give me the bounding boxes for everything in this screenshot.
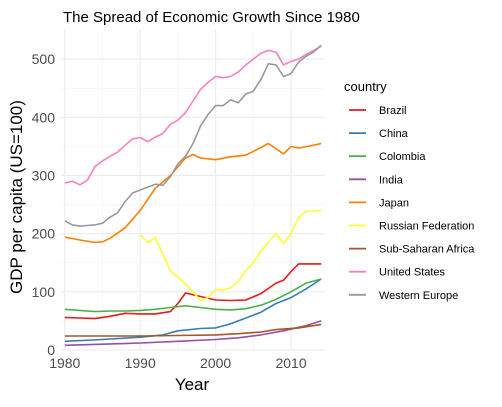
legend-label: Russian Federation (379, 221, 474, 233)
series-lines (64, 44, 322, 347)
y-tick-label: 500 (32, 51, 56, 67)
series-line (64, 323, 322, 337)
x-tick-label: 1980 (49, 355, 80, 371)
series-line (64, 142, 322, 244)
legend-label: India (379, 174, 404, 186)
y-axis: 0 100 200 300 400 500 (32, 51, 56, 358)
y-tick-label: 300 (32, 167, 56, 183)
series-line (64, 320, 322, 347)
legend-label: Colombia (379, 151, 426, 163)
y-axis-title: GDP per capita (US=100) (7, 100, 26, 294)
x-axis-title: Year (175, 375, 210, 394)
series-line (64, 278, 322, 313)
legend-label: United States (379, 267, 446, 279)
series-line (139, 209, 322, 302)
legend: country Brazil China Colombia India Japan Rus… (344, 79, 475, 302)
y-tick-label: 200 (32, 226, 56, 242)
x-tick-label: 1990 (125, 355, 156, 371)
legend-label: Japan (379, 197, 409, 209)
y-tick-label: 100 (32, 284, 56, 300)
series-line (64, 44, 322, 227)
legend-label: China (379, 128, 409, 140)
series-line (64, 278, 322, 343)
y-tick-label: 400 (32, 109, 56, 125)
chart-title: The Spread of Economic Growth Since 1980 (63, 9, 360, 26)
legend-label: Western Europe (379, 290, 458, 302)
grid (61, 30, 325, 351)
legend-label: Sub-Saharan Africa (379, 244, 475, 256)
y-tick-label: 0 (47, 342, 55, 358)
legend-title: country (344, 79, 387, 94)
x-tick-label: 2010 (275, 355, 306, 371)
x-tick-label: 2000 (200, 355, 231, 371)
x-axis: 1980 1990 2000 2010 (49, 355, 307, 371)
legend-label: Brazil (379, 105, 407, 117)
series-line (64, 45, 322, 186)
series-line (64, 263, 322, 320)
